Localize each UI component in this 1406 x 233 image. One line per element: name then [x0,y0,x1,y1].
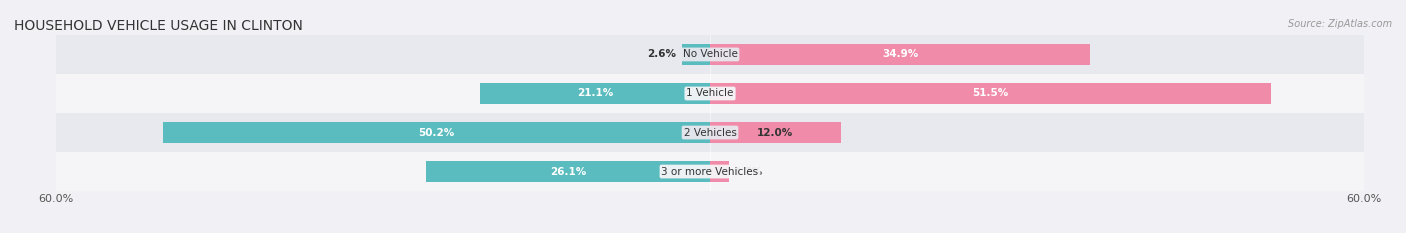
Text: No Vehicle: No Vehicle [682,49,738,59]
Bar [56,74,1364,113]
Text: 21.1%: 21.1% [576,89,613,99]
Bar [710,122,841,143]
Text: 1.7%: 1.7% [734,167,763,177]
Bar [710,161,728,182]
Bar [56,152,1364,191]
Bar [682,44,710,65]
Text: 51.5%: 51.5% [973,89,1008,99]
Bar [479,83,710,104]
Text: 2 Vehicles: 2 Vehicles [683,127,737,137]
Bar [426,161,710,182]
Text: 3 or more Vehicles: 3 or more Vehicles [661,167,759,177]
Text: 12.0%: 12.0% [758,127,793,137]
Bar [710,44,1090,65]
Text: HOUSEHOLD VEHICLE USAGE IN CLINTON: HOUSEHOLD VEHICLE USAGE IN CLINTON [14,19,302,33]
Bar [56,113,1364,152]
Bar [56,35,1364,74]
Bar [710,83,1271,104]
Text: 26.1%: 26.1% [550,167,586,177]
Text: 2.6%: 2.6% [647,49,676,59]
Text: 34.9%: 34.9% [882,49,918,59]
Text: 50.2%: 50.2% [419,127,454,137]
Text: Source: ZipAtlas.com: Source: ZipAtlas.com [1288,19,1392,29]
Text: 1 Vehicle: 1 Vehicle [686,89,734,99]
Bar [163,122,710,143]
